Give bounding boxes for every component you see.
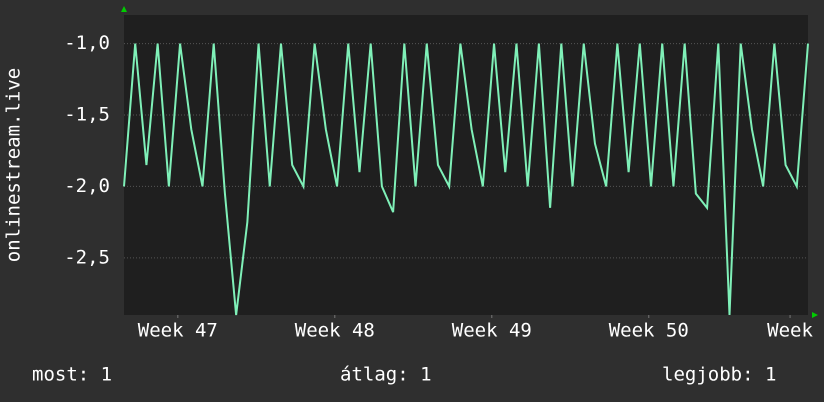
footer-avg: átlag: 1 <box>340 364 432 386</box>
y-tick-label: -1,5 <box>64 104 110 126</box>
axis-arrow <box>121 6 127 12</box>
axis-arrow <box>812 312 818 318</box>
series-line <box>123 43 809 316</box>
y-tick-label: -2,0 <box>64 175 110 197</box>
x-tick-label: Week 50 <box>609 320 689 342</box>
footer-max: legjobb: 1 <box>662 364 776 386</box>
x-tick-label: Week 47 <box>138 320 218 342</box>
x-tick-label: Week 49 <box>452 320 532 342</box>
x-tick-label: Week <box>767 320 813 342</box>
y-tick-label: -2,5 <box>64 246 110 268</box>
plot-area <box>124 15 808 315</box>
y-axis-label: onlinestream.live <box>3 68 25 262</box>
x-tick-label: Week 48 <box>295 320 375 342</box>
y-tick-label: -1,0 <box>64 32 110 54</box>
footer-now: most: 1 <box>32 364 112 386</box>
